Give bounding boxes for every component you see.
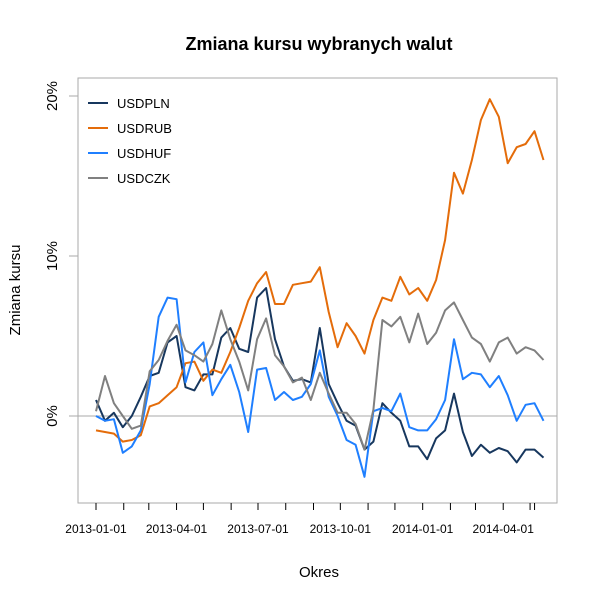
- x-tick-label: 2013-07-01: [227, 522, 289, 536]
- series-line-usdhuf: [95, 296, 545, 478]
- x-tick-label: 2014-04-01: [473, 522, 535, 536]
- legend-label: USDPLN: [117, 96, 170, 111]
- x-tick-label: 2013-10-01: [310, 522, 372, 536]
- x-axis: 2013-01-01 2013-04-01 2013-07-01 2013-10-01…: [65, 503, 536, 536]
- series-line-usdczk: [95, 301, 545, 451]
- series-lines: [95, 98, 545, 478]
- y-tick-label: 20%: [44, 81, 61, 111]
- legend: USDPLN USDRUB USDHUF USDCZK: [88, 96, 172, 186]
- series-line-usdpln: [95, 287, 545, 464]
- x-tick-label: 2013-04-01: [146, 522, 208, 536]
- series-line-usdrub: [95, 98, 545, 443]
- y-axis: 0% 10% 20%: [44, 81, 78, 427]
- x-tick-label: 2013-01-01: [65, 522, 127, 536]
- x-axis-label: Okres: [299, 564, 339, 581]
- plot-area-border: [77, 77, 558, 504]
- x-tick-label: 2014-01-01: [392, 522, 454, 536]
- legend-label: USDCZK: [117, 171, 171, 186]
- legend-label: USDHUF: [117, 146, 171, 161]
- y-tick-label: 0%: [44, 405, 61, 427]
- chart-title: Zmiana kursu wybranych walut: [185, 34, 452, 54]
- legend-label: USDRUB: [117, 121, 172, 136]
- y-axis-label: Zmiana kursu: [7, 245, 24, 336]
- y-tick-label: 10%: [44, 241, 61, 271]
